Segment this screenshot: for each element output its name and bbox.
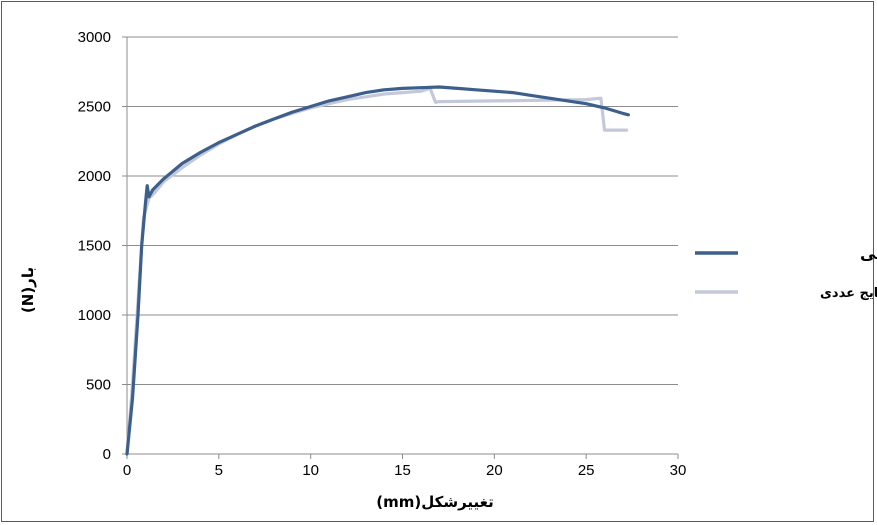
- x-axis-title: تغییرشکل(mm): [376, 493, 494, 511]
- y-tick-label: 0: [103, 446, 111, 463]
- y-tick-label: 2500: [78, 99, 111, 116]
- y-tick-labels: 0 500 1000 1500 2000 2500 3000: [78, 29, 111, 463]
- x-tick-label: 25: [578, 462, 595, 479]
- series-line-numerical: [125, 86, 629, 456]
- series-line-lab: [125, 85, 631, 456]
- legend-label-lab: نتایج آزمایشگاهی: [860, 243, 877, 263]
- legend: نتایج آزمایشگاهی نتایج عددی: [695, 243, 877, 301]
- gridlines: [122, 36, 679, 459]
- data-series: [125, 85, 631, 456]
- x-tick-label: 15: [394, 462, 411, 479]
- x-tick-label: 20: [486, 462, 503, 479]
- x-tick-label: 0: [123, 462, 131, 479]
- y-tick-label: 1500: [78, 238, 111, 255]
- legend-label-numerical: نتایج عددی: [820, 286, 877, 301]
- x-tick-labels: 0 5 10 15 20 25 30: [123, 462, 687, 479]
- axes: [126, 37, 678, 455]
- y-axis-title: بار(N): [19, 267, 37, 313]
- y-tick-label: 1000: [78, 307, 111, 324]
- y-tick-label: 2000: [78, 168, 111, 185]
- y-tick-label: 3000: [78, 29, 111, 46]
- y-tick-label: 500: [86, 377, 111, 394]
- x-tick-label: 10: [302, 462, 319, 479]
- x-tick-label: 30: [670, 462, 687, 479]
- x-tick-label: 5: [215, 462, 223, 479]
